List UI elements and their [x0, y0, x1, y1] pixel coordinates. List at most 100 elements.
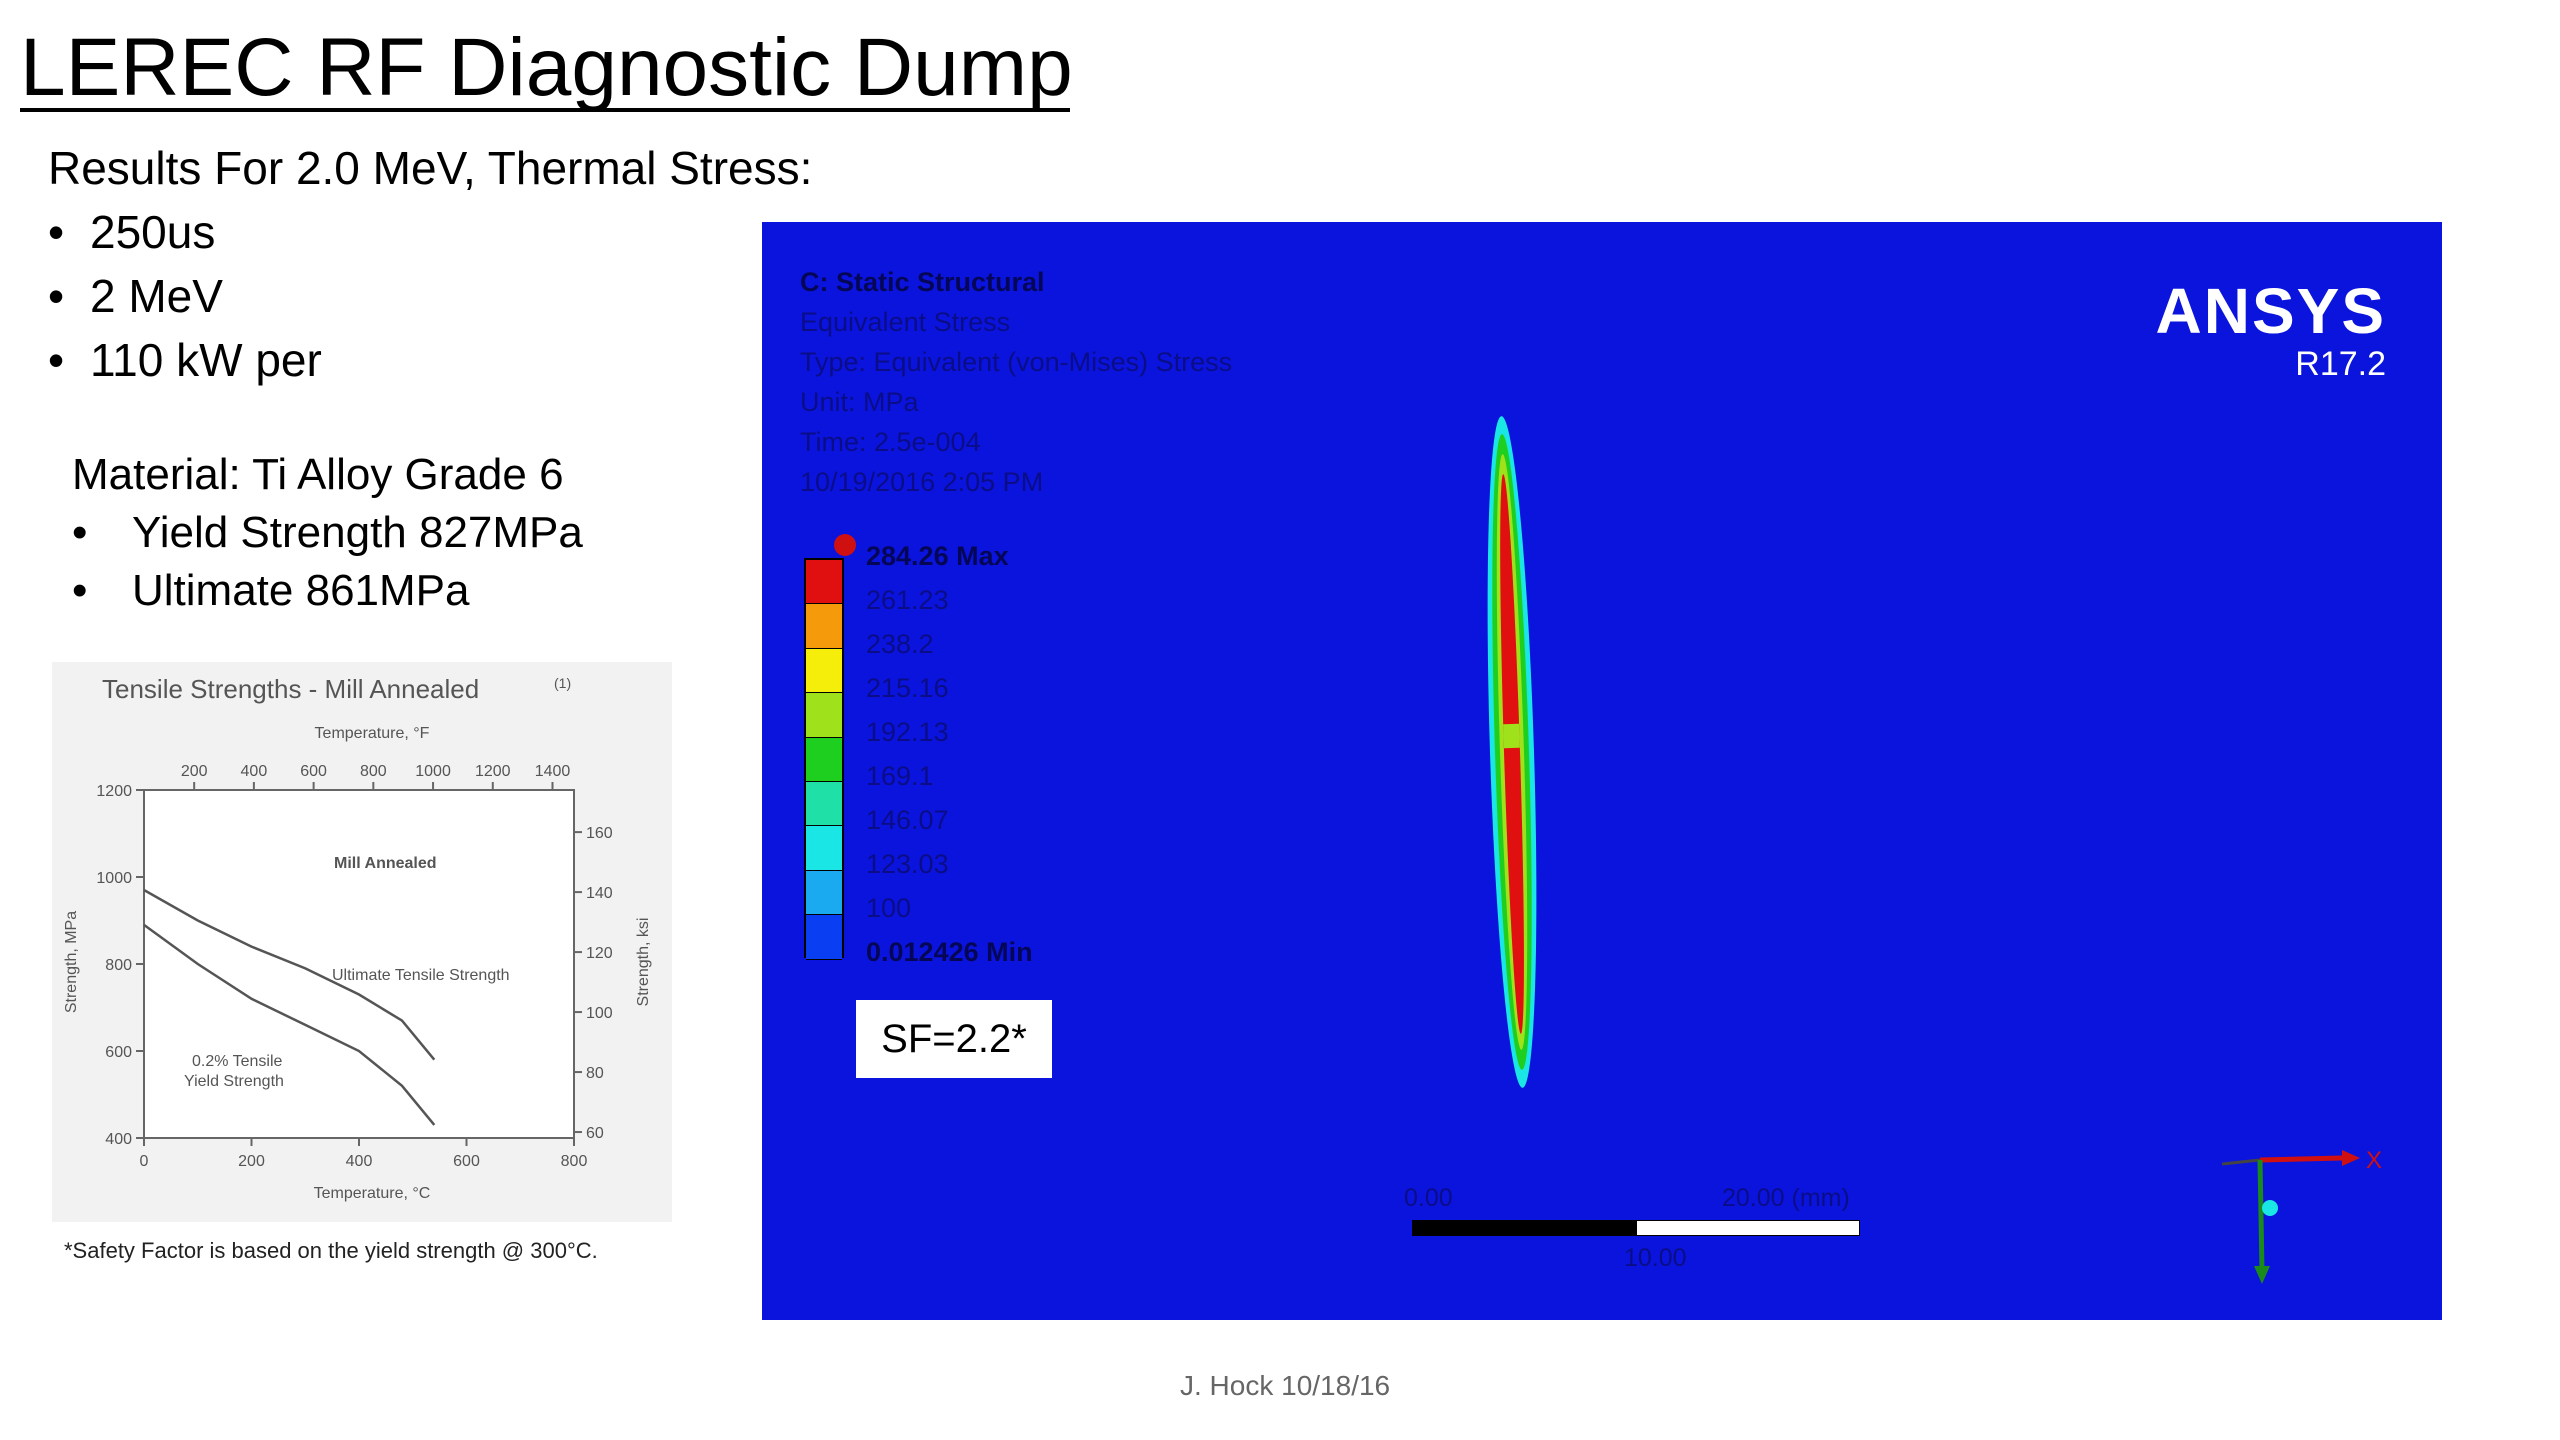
tick-label: 800 — [105, 957, 132, 974]
analysis-line: Unit: MPa — [800, 387, 919, 417]
bullet-glyph: • — [48, 334, 65, 386]
tick-label: 800 — [360, 763, 387, 780]
legend-label: 261.23 — [866, 585, 949, 615]
ansys-result-panel: C: Static Structural Equivalent Stress T… — [762, 222, 2442, 1320]
max-marker-icon — [834, 534, 856, 556]
author-footer: J. Hock 10/18/16 — [1180, 1370, 1391, 1401]
ultimate-strength: Ultimate 861MPa — [132, 566, 470, 615]
tick-label: 1200 — [96, 783, 132, 800]
bottom-axis-ticks: 0 200 400 600 800 — [140, 1138, 588, 1170]
list-item: • 110 kW per — [48, 328, 322, 392]
stress-contour-plot — [1487, 416, 1537, 1088]
ansys-version: R17.2 — [2295, 345, 2386, 383]
material-properties: • Yield Strength 827MPa • Ultimate 861MPa — [72, 504, 583, 620]
bullet-glyph: • — [48, 206, 65, 258]
chart-title-note: (1) — [554, 675, 571, 691]
legend-swatch — [806, 693, 842, 738]
scale-left-label: 0.00 — [1404, 1184, 1453, 1212]
results-subtitle: Results For 2.0 MeV, Thermal Stress: — [48, 142, 813, 194]
bottom-axis-label: Temperature, °C — [314, 1185, 431, 1202]
analysis-info: C: Static Structural Equivalent Stress T… — [800, 262, 1232, 502]
left-axis-ticks: 1200 1000 800 600 400 — [96, 783, 144, 1148]
safety-factor-footnote: *Safety Factor is based on the yield str… — [64, 1238, 598, 1263]
yield-strength: Yield Strength 827MPa — [132, 508, 583, 557]
legend-swatch — [806, 870, 842, 916]
page-title: LEREC RF Diagnostic Dump — [20, 22, 1073, 113]
safety-factor-box: SF=2.2* — [856, 1000, 1052, 1078]
uts-curve-label: Ultimate Tensile Strength — [332, 967, 510, 984]
list-item: • Yield Strength 827MPa — [72, 504, 583, 562]
mill-annealed-annotation: Mill Annealed — [334, 855, 437, 872]
material-label: Material: Ti Alloy Grade 6 — [72, 450, 564, 499]
list-item: • 250us — [48, 200, 322, 264]
series-line — [143, 888, 436, 1061]
ys-curve-label: 0.2% Tensile — [192, 1053, 283, 1070]
analysis-line: Type: Equivalent (von-Mises) Stress — [800, 347, 1233, 377]
legend-swatch — [806, 737, 842, 782]
tick-label: 1200 — [475, 763, 511, 780]
top-axis-label: Temperature, °F — [315, 725, 430, 742]
legend-label: 100 — [866, 893, 912, 923]
legend-swatch — [806, 560, 842, 605]
tick-label: 400 — [105, 1131, 132, 1148]
analysis-header: C: Static Structural — [800, 267, 1045, 297]
analysis-line: 10/19/2016 2:05 PM — [800, 467, 1044, 497]
coordinate-triad-icon: X — [2222, 1147, 2382, 1284]
right-axis-label: Strength, ksi — [635, 918, 652, 1007]
left-axis-label: Strength, MPa — [63, 911, 80, 1013]
scale-bar: 0.00 20.00 (mm) 10.00 — [1376, 1184, 1860, 1284]
legend-label: 169.1 — [866, 761, 934, 791]
stress-legend-colorbar — [804, 558, 844, 960]
legend-label: 284.26 Max — [866, 541, 1009, 571]
series-line — [143, 923, 436, 1126]
legend-swatch — [806, 915, 842, 960]
ansys-brand: ANSYS R17.2 — [2156, 278, 2387, 384]
bullet-power: 110 kW per — [90, 334, 322, 386]
tick-label: 200 — [238, 1153, 265, 1170]
bullet-glyph: • — [72, 508, 88, 557]
parameter-list: • 250us • 2 MeV • 110 kW per — [48, 200, 322, 392]
legend-label: 192.13 — [866, 717, 949, 747]
scale-bar-white — [1636, 1220, 1860, 1236]
legend-label: 146.07 — [866, 805, 949, 835]
ansys-logo: ANSYS — [2155, 275, 2386, 347]
tick-label: 200 — [181, 763, 208, 780]
ys-curve-label: Yield Strength — [184, 1073, 284, 1090]
scale-bar-black — [1412, 1220, 1636, 1236]
legend-swatch — [806, 781, 842, 827]
stress-legend-labels: 284.26 Max 261.23 238.2 215.16 192.13 16… — [866, 534, 1033, 974]
title-underline — [20, 108, 1070, 112]
axis-x-label: X — [2366, 1147, 2382, 1174]
chart-series — [143, 888, 436, 1126]
legend-swatch — [806, 604, 842, 649]
tick-label: 140 — [586, 885, 613, 902]
list-item: • 2 MeV — [48, 264, 322, 328]
bullet-glyph: • — [48, 270, 65, 322]
legend-label: 215.16 — [866, 673, 949, 703]
tick-label: 80 — [586, 1065, 604, 1082]
tick-label: 1400 — [535, 763, 571, 780]
tick-label: 600 — [453, 1153, 480, 1170]
legend-swatch — [806, 826, 842, 871]
top-axis-ticks: 200 400 600 800 1000 1200 1400 — [181, 763, 571, 790]
tick-label: 60 — [586, 1125, 604, 1142]
list-item: • Ultimate 861MPa — [72, 562, 583, 620]
tick-label: 800 — [561, 1153, 588, 1170]
tick-label: 400 — [346, 1153, 373, 1170]
bullet-pulse-length: 250us — [90, 206, 216, 258]
tick-label: 400 — [241, 763, 268, 780]
tensile-strength-chart: Tensile Strengths - Mill Annealed (1) Te… — [52, 662, 672, 1222]
scale-mid-label: 10.00 — [1624, 1244, 1687, 1272]
legend-swatch — [806, 648, 842, 694]
scale-right-label: 20.00 (mm) — [1722, 1184, 1850, 1212]
analysis-line: Time: 2.5e-004 — [800, 427, 981, 457]
right-axis-ticks: 160 140 120 100 80 60 — [574, 825, 613, 1142]
tick-label: 600 — [105, 1044, 132, 1061]
tick-label: 120 — [586, 945, 613, 962]
tick-label: 100 — [586, 1005, 613, 1022]
chart-title: Tensile Strengths - Mill Annealed — [102, 674, 479, 704]
tick-label: 600 — [300, 763, 327, 780]
bullet-glyph: • — [72, 566, 88, 615]
legend-label: 238.2 — [866, 629, 934, 659]
analysis-line: Equivalent Stress — [800, 307, 1011, 337]
